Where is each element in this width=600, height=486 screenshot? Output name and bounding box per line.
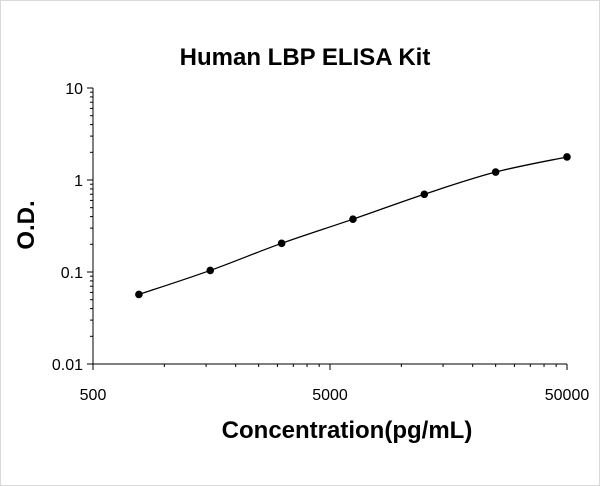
data-point [563, 153, 571, 161]
data-point [420, 190, 429, 199]
y-tick-label: 0.01 [52, 357, 83, 374]
x-tick-label: 50000 [545, 387, 590, 404]
x-tick-label: 500 [80, 387, 107, 404]
data-point [349, 215, 357, 223]
chart-title: Human LBP ELISA Kit [180, 44, 431, 71]
x-axis-label: Concentration(pg/mL) [222, 417, 473, 444]
series-line [138, 156, 568, 296]
y-tick-label: 10 [65, 81, 83, 98]
x-tick-label: 5000 [312, 387, 348, 404]
y-tick-label: 1 [74, 173, 83, 190]
y-axis-label: O.D. [13, 200, 40, 249]
data-point [277, 239, 286, 248]
data-point [491, 168, 500, 176]
y-tick-label: 0.1 [61, 265, 83, 282]
axes: 0.01 0.1 1 10 500 5000 50000 [52, 81, 589, 404]
data-point [135, 290, 143, 299]
plot-area [135, 153, 571, 299]
data-point [206, 266, 215, 275]
